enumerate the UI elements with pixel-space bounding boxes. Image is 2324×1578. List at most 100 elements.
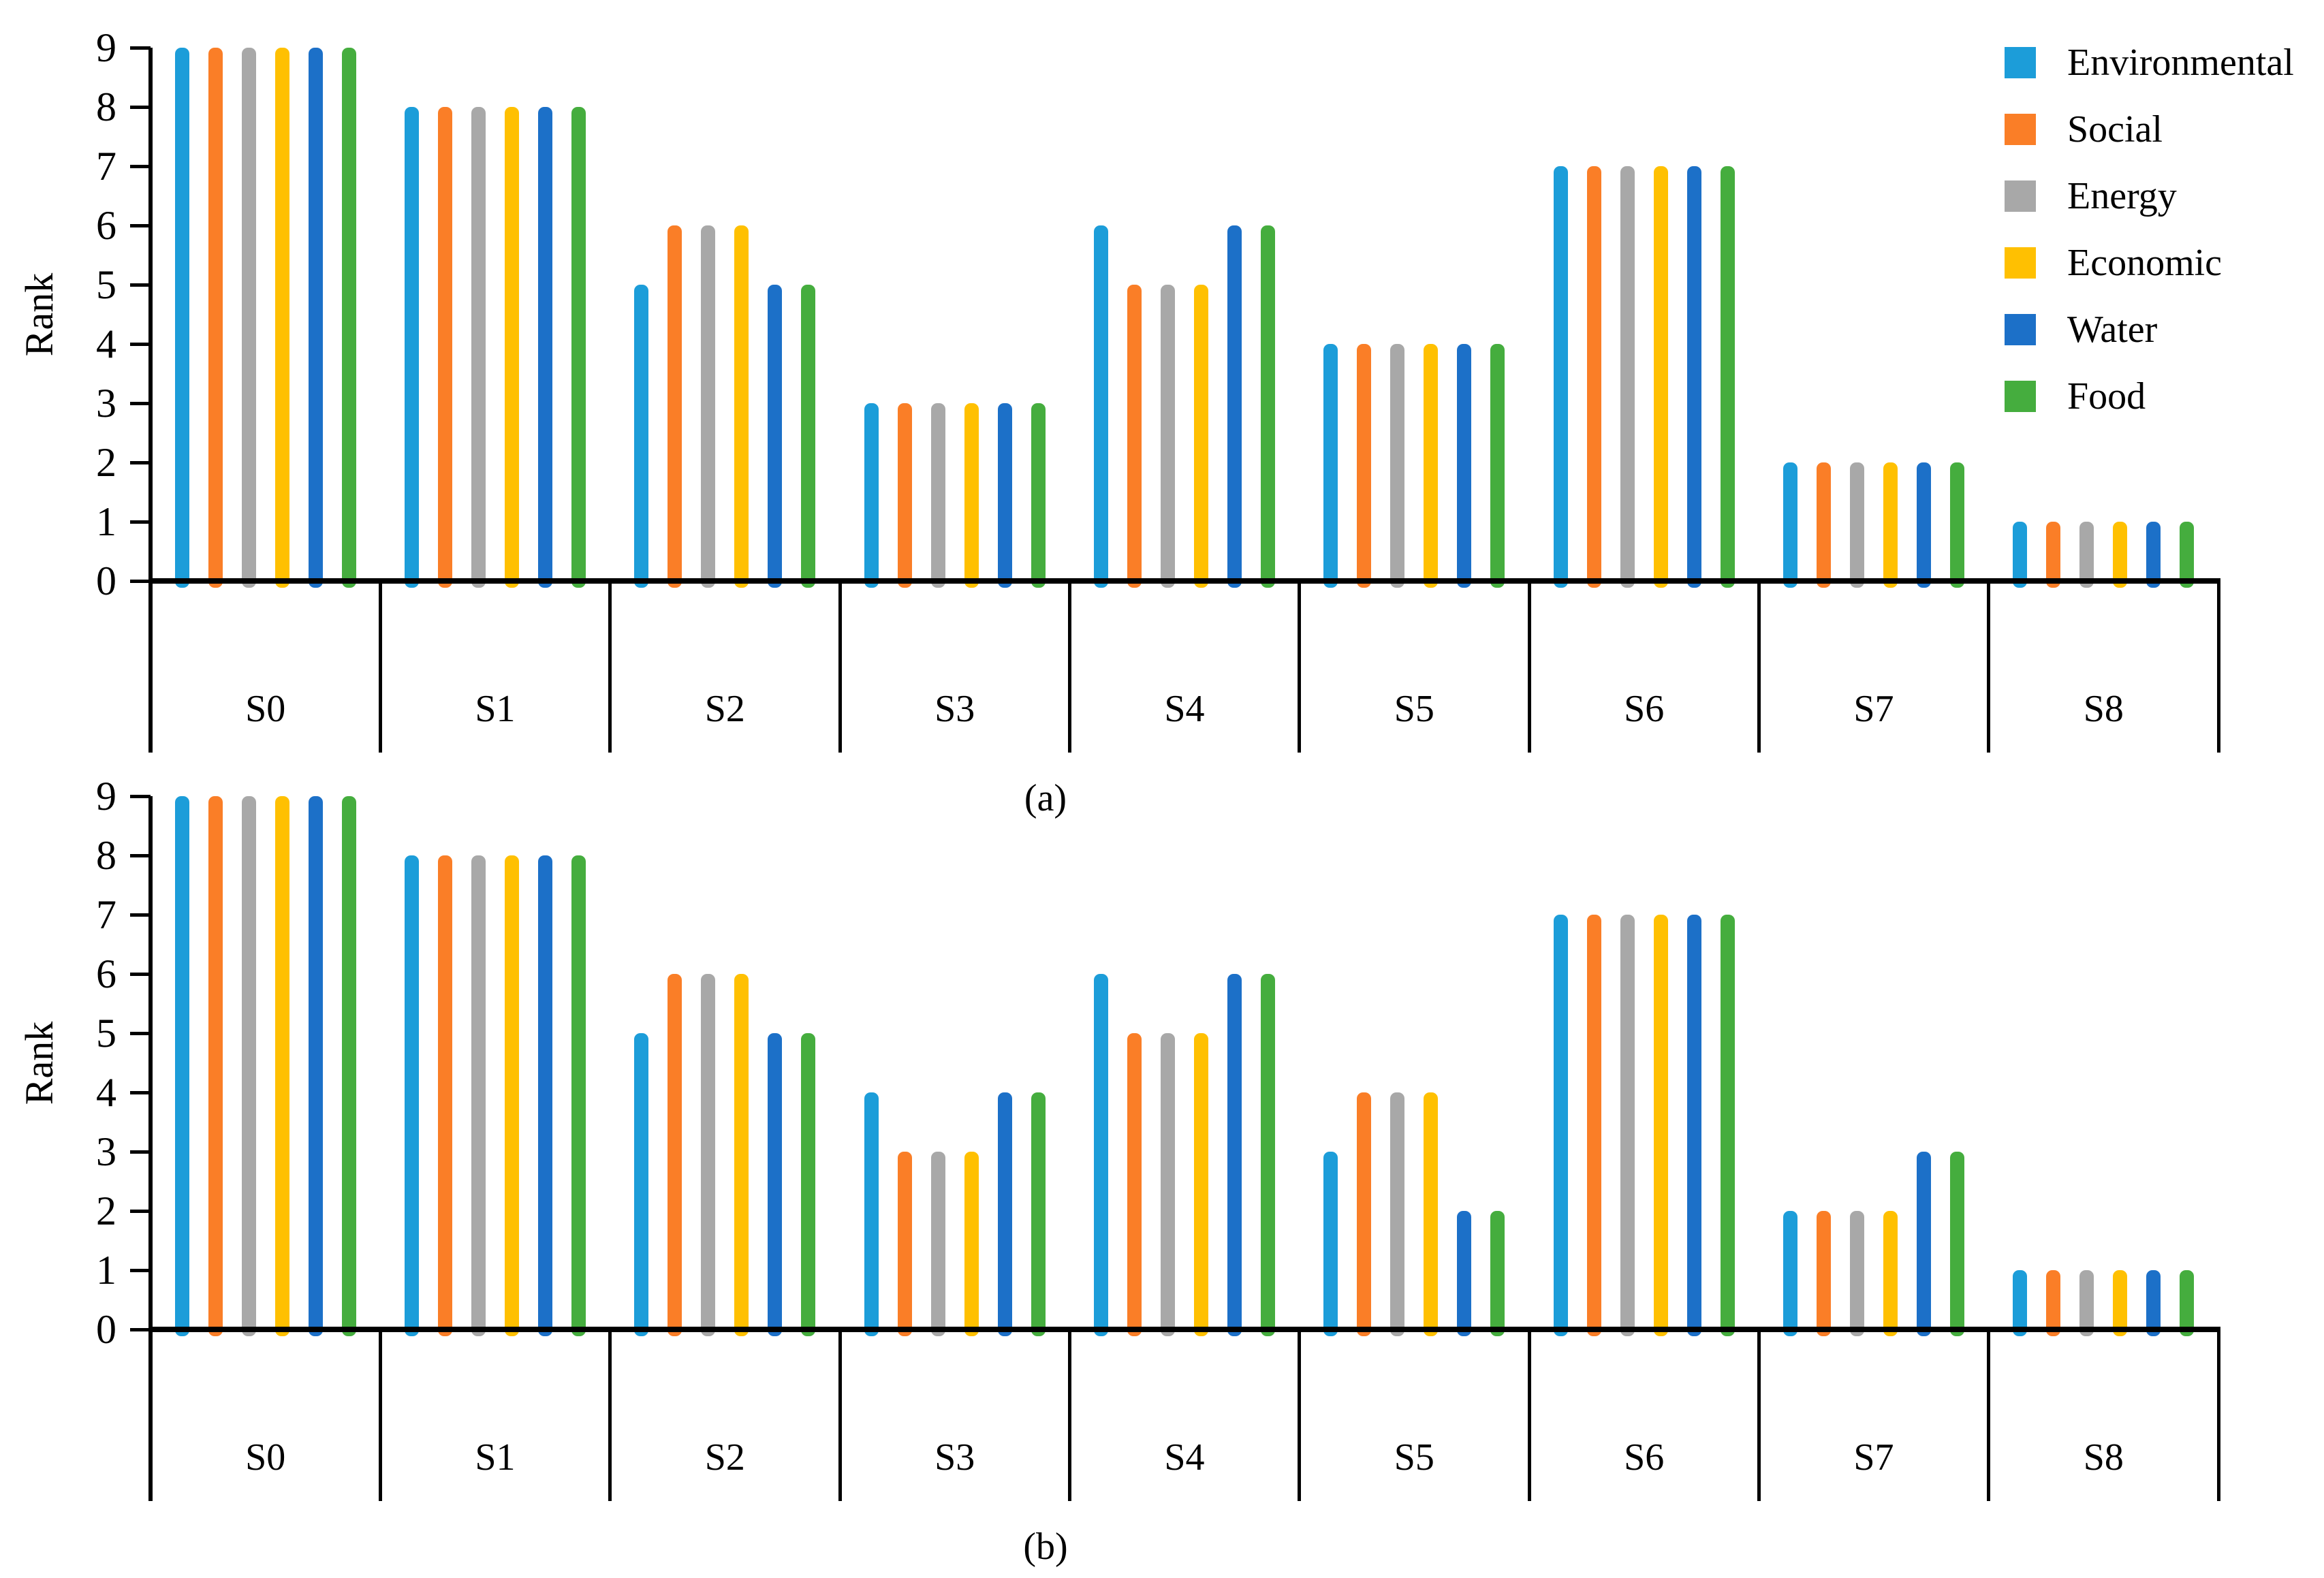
bar-food-s2 xyxy=(801,1033,816,1336)
y-tick-label-9: 9 xyxy=(96,25,116,70)
y-tick-label-8: 8 xyxy=(96,833,116,878)
x-category-label-s6: S6 xyxy=(1624,688,1665,730)
bar-energy-s1 xyxy=(471,855,486,1336)
bar-environmental-s3 xyxy=(864,1092,879,1336)
y-tick-1 xyxy=(130,520,151,524)
x-category-label-s7: S7 xyxy=(1853,1436,1894,1479)
y-tick-9 xyxy=(130,46,151,50)
x-category-label-s8: S8 xyxy=(2083,688,2124,730)
x-category-label-s2: S2 xyxy=(704,1436,745,1479)
bar-economic-s8 xyxy=(2113,1270,2128,1336)
bar-environmental-s5 xyxy=(1323,344,1338,588)
bar-food-s7 xyxy=(1950,1152,1964,1336)
bar-social-s6 xyxy=(1586,166,1601,588)
x-axis-line xyxy=(148,578,2220,584)
bar-water-s3 xyxy=(997,403,1012,588)
bar-economic-s6 xyxy=(1653,915,1668,1336)
y-tick-label-3: 3 xyxy=(96,381,116,426)
bar-economic-s3 xyxy=(964,403,979,588)
x-category-label-s0: S0 xyxy=(245,688,286,730)
bar-environmental-s3 xyxy=(864,403,879,588)
bar-social-s1 xyxy=(438,107,452,588)
y-tick-label-4: 4 xyxy=(96,321,116,366)
bar-energy-s4 xyxy=(1161,285,1175,588)
bar-social-s3 xyxy=(897,1152,912,1336)
x-category-label-s2: S2 xyxy=(704,688,745,730)
bar-energy-s5 xyxy=(1390,344,1405,588)
category-divider xyxy=(608,581,612,753)
y-tick-label-6: 6 xyxy=(96,203,116,248)
bar-water-s7 xyxy=(1917,1152,1931,1336)
legend-swatch-social xyxy=(2005,114,2036,145)
bar-food-s0 xyxy=(341,796,356,1336)
bar-economic-s7 xyxy=(1883,462,1898,588)
y-tick-label-0: 0 xyxy=(96,1307,116,1352)
category-divider xyxy=(1067,1329,1071,1501)
legend-swatch-environmental xyxy=(2005,47,2036,78)
bar-energy-s8 xyxy=(2079,522,2094,588)
category-divider xyxy=(1298,1329,1302,1501)
category-divider xyxy=(1527,1329,1531,1501)
y-tick-8 xyxy=(130,105,151,109)
y-axis-title: Rank xyxy=(17,1021,61,1105)
y-tick-label-2: 2 xyxy=(96,440,116,485)
category-divider xyxy=(1527,581,1531,753)
x-category-label-s3: S3 xyxy=(935,688,975,730)
y-tick-7 xyxy=(130,913,151,917)
panel-caption-b: (b) xyxy=(1023,1526,1068,1568)
bar-energy-s2 xyxy=(701,225,716,588)
category-divider xyxy=(838,581,842,753)
bar-water-s0 xyxy=(308,48,323,588)
y-axis-title: Rank xyxy=(17,272,61,356)
bar-energy-s4 xyxy=(1161,1033,1175,1336)
category-divider xyxy=(2216,1329,2220,1501)
x-category-label-s4: S4 xyxy=(1164,1436,1205,1479)
bar-water-s6 xyxy=(1686,166,1701,588)
y-tick-5 xyxy=(130,1031,151,1035)
bar-water-s0 xyxy=(308,796,323,1336)
bar-energy-s2 xyxy=(701,974,716,1336)
y-tick-4 xyxy=(130,342,151,346)
y-tick-3 xyxy=(130,1150,151,1154)
bar-food-s0 xyxy=(341,48,356,588)
bar-environmental-s6 xyxy=(1553,915,1568,1336)
legend-item-social: Social xyxy=(2005,110,2294,148)
y-tick-label-7: 7 xyxy=(96,144,116,189)
bar-food-s8 xyxy=(2180,522,2195,588)
legend-item-economic: Economic xyxy=(2005,244,2294,282)
bar-water-s1 xyxy=(538,855,552,1336)
legend-label-economic: Economic xyxy=(2067,242,2223,284)
y-tick-label-8: 8 xyxy=(96,84,116,129)
legend-label-social: Social xyxy=(2067,108,2163,151)
bar-water-s1 xyxy=(538,107,552,588)
bar-food-s6 xyxy=(1720,915,1735,1336)
bar-environmental-s8 xyxy=(2013,522,2028,588)
legend-item-environmental: Environmental xyxy=(2005,44,2294,82)
bar-economic-s2 xyxy=(734,225,749,588)
bar-social-s5 xyxy=(1357,1092,1372,1336)
bar-energy-s7 xyxy=(1850,1211,1864,1336)
x-category-label-s1: S1 xyxy=(475,1436,516,1479)
bar-energy-s3 xyxy=(930,403,945,588)
bar-food-s1 xyxy=(571,855,586,1336)
bar-water-s5 xyxy=(1457,1211,1472,1336)
bar-energy-s7 xyxy=(1850,462,1864,588)
bar-environmental-s2 xyxy=(634,1033,649,1336)
bar-social-s6 xyxy=(1586,915,1601,1336)
bar-water-s4 xyxy=(1227,225,1242,588)
y-tick-6 xyxy=(130,223,151,227)
bar-economic-s1 xyxy=(505,855,519,1336)
legend-label-environmental: Environmental xyxy=(2067,42,2294,84)
bar-water-s6 xyxy=(1686,915,1701,1336)
y-tick-9 xyxy=(130,794,151,798)
bar-water-s2 xyxy=(768,1033,783,1336)
category-divider xyxy=(1757,1329,1761,1501)
bar-economic-s8 xyxy=(2113,522,2128,588)
bar-energy-s0 xyxy=(241,48,256,588)
category-divider xyxy=(1067,581,1071,753)
bar-social-s0 xyxy=(208,796,223,1336)
y-tick-4 xyxy=(130,1090,151,1094)
bar-economic-s0 xyxy=(274,48,289,588)
bar-food-s1 xyxy=(571,107,586,588)
